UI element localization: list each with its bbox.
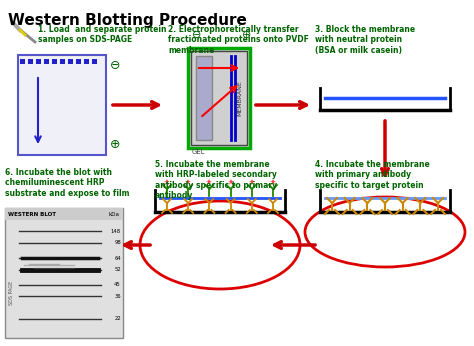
Text: 98: 98 — [114, 240, 121, 245]
Text: GEL: GEL — [191, 149, 205, 155]
Text: ⊖: ⊖ — [192, 30, 201, 40]
Bar — [5, 208, 123, 338]
Bar — [191, 51, 247, 145]
Bar — [76, 58, 82, 64]
Bar — [45, 58, 49, 64]
Bar — [196, 56, 212, 140]
Text: MEMBRANE: MEMBRANE — [237, 80, 243, 116]
Text: 45: 45 — [114, 282, 121, 287]
Bar — [69, 58, 73, 64]
Text: 64: 64 — [114, 256, 121, 261]
Text: 4. Incubate the membrane
with primary antibody
specific to target protein: 4. Incubate the membrane with primary an… — [315, 160, 430, 190]
Text: kDa: kDa — [109, 211, 120, 217]
Text: ⊕: ⊕ — [242, 30, 251, 40]
Text: 36: 36 — [114, 294, 121, 299]
Text: 5. Incubate the membrane
with HRP-labeled secondary
antibody specific to primary: 5. Incubate the membrane with HRP-labele… — [155, 160, 277, 200]
Bar — [28, 58, 34, 64]
Bar — [20, 58, 26, 64]
Text: ⊕: ⊕ — [110, 138, 120, 151]
Text: 3. Block the membrane
with neutral protein
(BSA or milk casein): 3. Block the membrane with neutral prote… — [315, 25, 415, 55]
Bar — [61, 58, 65, 64]
Text: SDS PAGE: SDS PAGE — [9, 281, 15, 305]
Text: 52: 52 — [114, 267, 121, 272]
Text: 22: 22 — [114, 316, 121, 321]
Text: 2. Electrophoretically transfer
fractionated proteins onto PVDF
membrane: 2. Electrophoretically transfer fraction… — [168, 25, 309, 55]
Text: 1. Load  and separate protein
samples on SDS-PAGE: 1. Load and separate protein samples on … — [38, 25, 166, 44]
Bar — [188, 48, 250, 148]
Bar — [36, 58, 42, 64]
Bar — [84, 58, 90, 64]
Bar — [92, 58, 98, 64]
Bar — [53, 58, 57, 64]
Text: Western Blotting Procedure: Western Blotting Procedure — [8, 13, 247, 28]
Bar — [18, 55, 106, 155]
Text: ⊖: ⊖ — [110, 59, 120, 72]
Bar — [5, 208, 123, 220]
Text: 6. Incubate the blot with
chemiluminescent HRP
substrate and expose to film: 6. Incubate the blot with chemiluminesce… — [5, 168, 129, 198]
Text: 148: 148 — [111, 229, 121, 234]
Text: WESTERN BLOT: WESTERN BLOT — [8, 211, 56, 217]
